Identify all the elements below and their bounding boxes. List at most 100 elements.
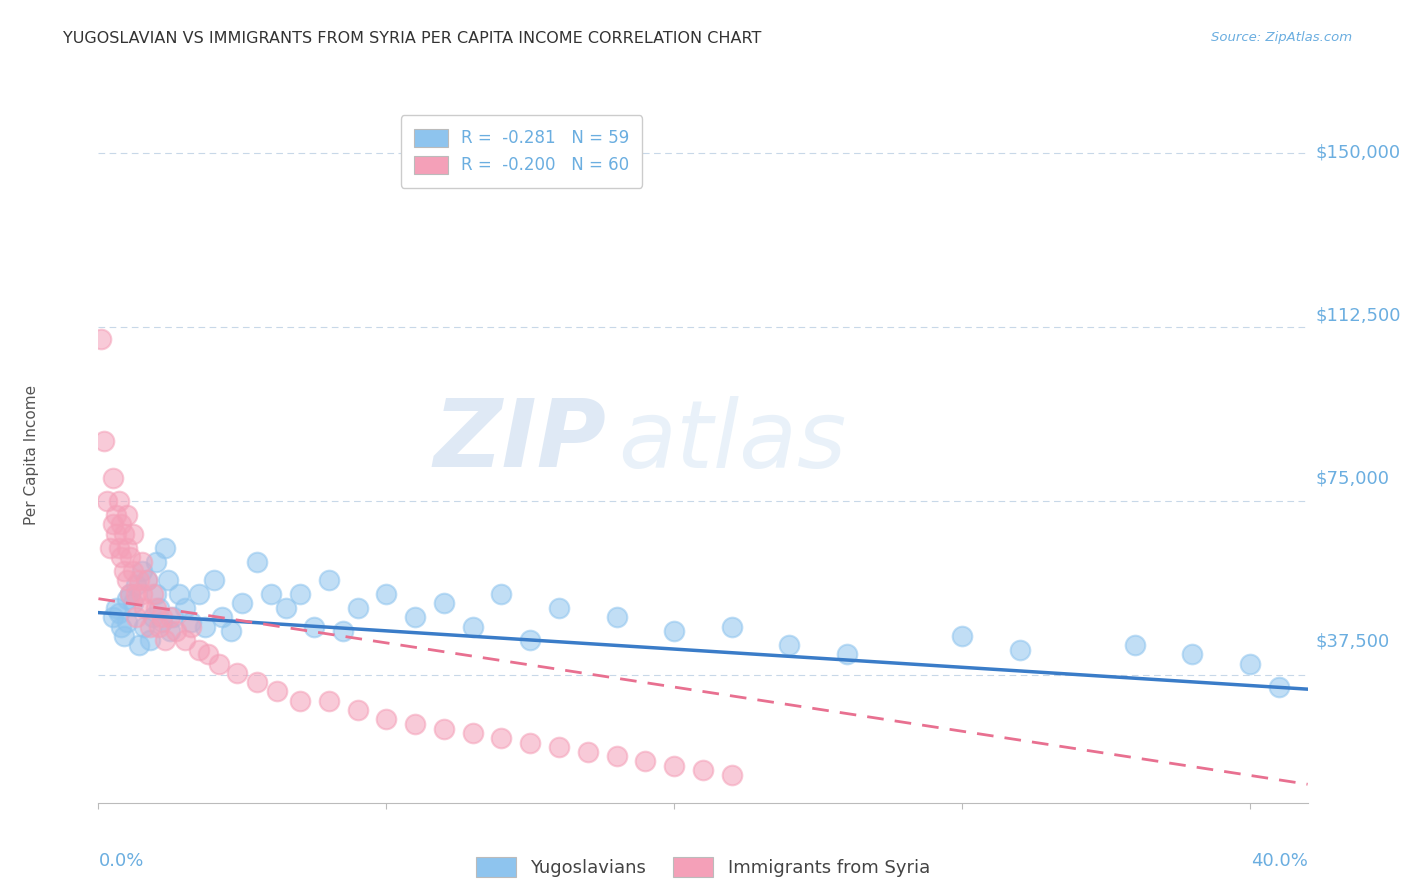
Point: [165, 624, 187, 639]
Point: [433, 596, 456, 610]
Point: [145, 601, 167, 615]
Point: [125, 578, 148, 592]
Point: [98, 541, 121, 555]
Point: [125, 610, 148, 624]
Point: [131, 555, 153, 569]
Point: [173, 633, 195, 648]
Point: [104, 508, 127, 523]
Point: [128, 638, 150, 652]
Point: [332, 624, 354, 639]
Point: [1268, 680, 1291, 694]
Point: [162, 610, 184, 624]
Point: [491, 731, 513, 745]
Point: [950, 629, 973, 643]
Point: [110, 517, 132, 532]
Point: [131, 564, 153, 578]
Point: [519, 735, 541, 749]
Point: [167, 587, 190, 601]
Point: [346, 601, 368, 615]
Point: [112, 629, 135, 643]
Point: [634, 754, 657, 768]
Point: [112, 526, 135, 541]
Point: [720, 619, 742, 633]
Point: [139, 619, 162, 633]
Point: [107, 541, 129, 555]
Point: [110, 549, 132, 564]
Text: ZIP: ZIP: [433, 395, 606, 487]
Point: [260, 587, 283, 601]
Point: [606, 749, 628, 764]
Point: [136, 573, 159, 587]
Text: YUGOSLAVIAN VS IMMIGRANTS FROM SYRIA PER CAPITA INCOME CORRELATION CHART: YUGOSLAVIAN VS IMMIGRANTS FROM SYRIA PER…: [63, 31, 762, 46]
Point: [1181, 648, 1204, 662]
Point: [491, 587, 513, 601]
Point: [148, 601, 170, 615]
Point: [692, 764, 714, 778]
Legend: Yugoslavians, Immigrants from Syria: Yugoslavians, Immigrants from Syria: [470, 850, 936, 884]
Point: [576, 745, 599, 759]
Point: [128, 573, 150, 587]
Point: [90, 332, 112, 346]
Point: [461, 726, 484, 740]
Point: [122, 564, 145, 578]
Point: [115, 615, 138, 629]
Point: [188, 642, 211, 657]
Point: [115, 573, 138, 587]
Point: [219, 624, 242, 639]
Point: [142, 610, 165, 624]
Point: [115, 591, 138, 606]
Point: [180, 619, 202, 633]
Point: [1008, 642, 1031, 657]
Point: [778, 638, 800, 652]
Point: [1239, 657, 1261, 671]
Point: [208, 657, 231, 671]
Point: [125, 587, 148, 601]
Point: [835, 648, 858, 662]
Point: [156, 573, 179, 587]
Text: 40.0%: 40.0%: [1251, 852, 1308, 870]
Point: [519, 633, 541, 648]
Point: [120, 587, 142, 601]
Point: [142, 587, 165, 601]
Point: [115, 541, 138, 555]
Point: [318, 694, 340, 708]
Point: [153, 633, 176, 648]
Point: [404, 610, 426, 624]
Point: [107, 606, 129, 620]
Point: [101, 517, 124, 532]
Point: [266, 684, 288, 698]
Point: [246, 675, 269, 690]
Point: [159, 610, 181, 624]
Point: [194, 619, 217, 633]
Text: Source: ZipAtlas.com: Source: ZipAtlas.com: [1212, 31, 1353, 45]
Point: [148, 619, 170, 633]
Point: [131, 587, 153, 601]
Text: Per Capita Income: Per Capita Income: [24, 384, 39, 525]
Point: [375, 587, 398, 601]
Point: [211, 610, 233, 624]
Point: [318, 573, 340, 587]
Point: [101, 471, 124, 485]
Point: [115, 508, 138, 523]
Point: [145, 587, 167, 601]
Point: [139, 633, 162, 648]
Point: [93, 434, 115, 448]
Point: [180, 615, 202, 629]
Point: [304, 619, 326, 633]
Point: [120, 549, 142, 564]
Text: 0.0%: 0.0%: [98, 852, 143, 870]
Point: [404, 717, 426, 731]
Point: [375, 712, 398, 726]
Point: [664, 624, 686, 639]
Point: [197, 648, 219, 662]
Point: [225, 665, 247, 680]
Point: [188, 587, 211, 601]
Point: [231, 596, 253, 610]
Point: [134, 601, 156, 615]
Point: [664, 758, 686, 772]
Point: [288, 694, 311, 708]
Point: [461, 619, 484, 633]
Point: [110, 619, 132, 633]
Point: [107, 494, 129, 508]
Point: [136, 573, 159, 587]
